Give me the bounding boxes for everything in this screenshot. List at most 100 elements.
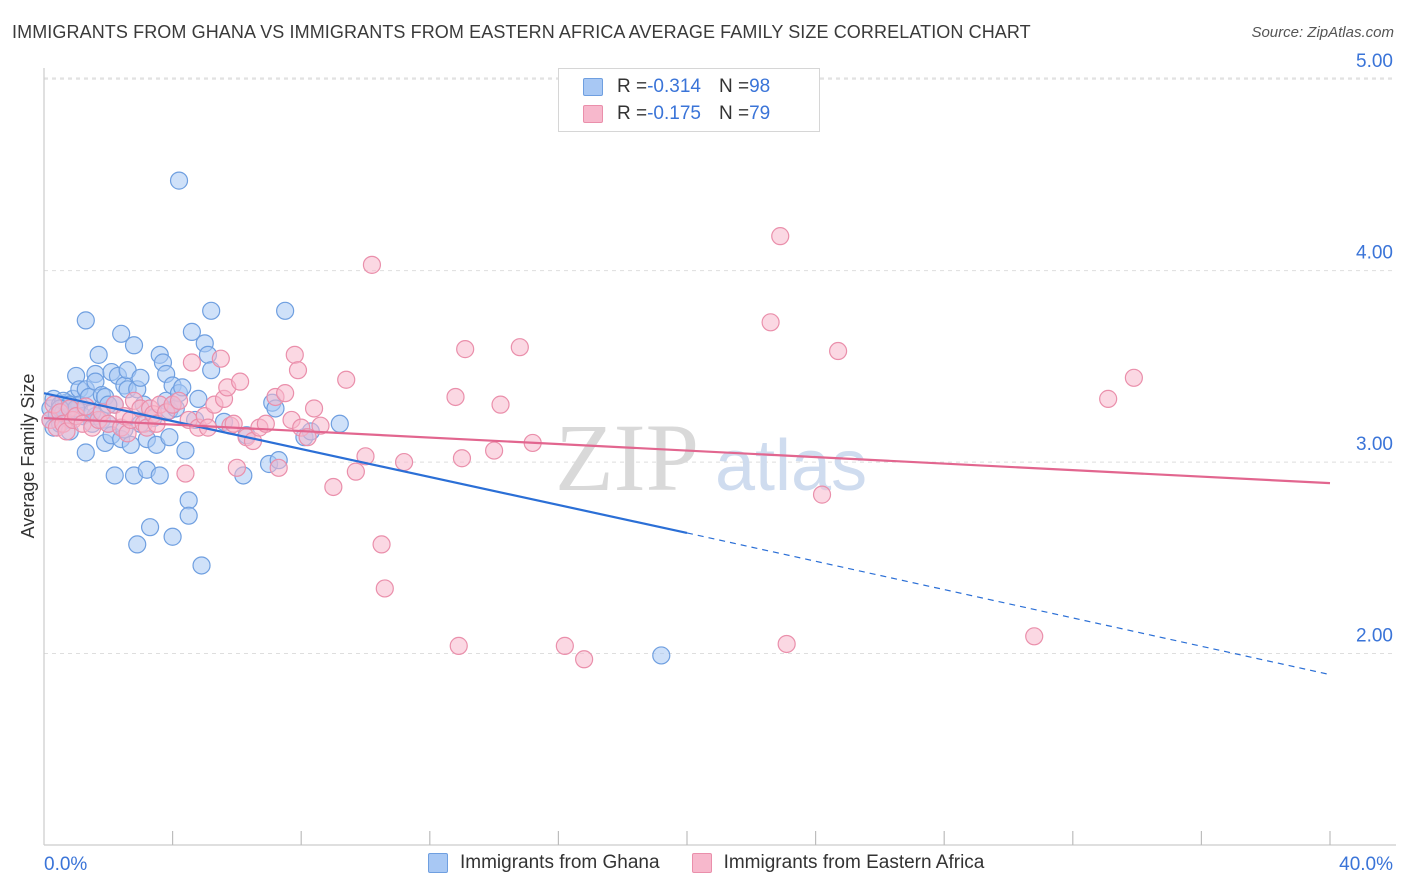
legend-n-value-ghana: 98 <box>749 76 771 97</box>
series-legend-eastern-africa[interactable]: Immigrants from Eastern Africa <box>691 852 985 874</box>
series-swatch-eastern-africa <box>691 853 712 873</box>
points-layer <box>41 171 1143 669</box>
ghana-point <box>176 441 195 460</box>
eastern-africa-point <box>176 464 195 483</box>
series-legend-ghana[interactable]: Immigrants from Ghana <box>428 852 660 874</box>
legend-n-label: N = <box>718 76 750 97</box>
eastern-africa-point <box>456 340 475 359</box>
series-label-eastern-africa: Immigrants from Eastern Africa <box>723 852 985 873</box>
eastern-africa-point <box>356 447 375 466</box>
series-swatch-ghana <box>428 853 448 873</box>
trend-layer <box>43 392 1331 676</box>
ghana-point <box>179 491 198 510</box>
legend-r-value-ghana: -0.314 <box>647 76 701 97</box>
eastern-africa-point <box>372 535 391 554</box>
legend-r-label: R = <box>617 103 648 124</box>
watermark: ZIP atlas <box>555 404 867 511</box>
eastern-africa-point <box>1025 627 1044 646</box>
eastern-africa-point <box>446 387 465 407</box>
series-label-ghana: Immigrants from Ghana <box>460 852 660 873</box>
eastern-africa-point <box>1124 368 1143 387</box>
ghana-point <box>330 414 349 433</box>
y-tick-label: 4.00 <box>1356 243 1393 264</box>
ghana-point <box>202 301 221 320</box>
axis-layer: 2.00 3.00 4.00 5.00 0.0% 40.0% <box>43 51 1396 875</box>
eastern-africa-point <box>169 391 189 410</box>
watermark-zip: ZIP <box>555 404 699 511</box>
eastern-africa-point <box>288 361 308 380</box>
legend-swatch-eastern-africa <box>583 105 603 123</box>
x-tick-label: 0.0% <box>44 854 87 875</box>
source-label: Source: ZipAtlas.com <box>1251 24 1394 41</box>
ghana-point <box>189 389 208 408</box>
eastern-africa-point <box>337 370 356 389</box>
ghana-point <box>150 466 169 485</box>
eastern-africa-point <box>812 485 832 504</box>
legend-r-label: R = <box>617 76 648 97</box>
eastern-africa-point <box>304 399 324 418</box>
ghana-point <box>105 466 124 485</box>
eastern-africa-point <box>269 458 288 477</box>
ghana-point <box>140 518 160 537</box>
eastern-africa-point <box>375 579 394 598</box>
eastern-africa-point <box>211 349 230 368</box>
x-tick-label: 40.0% <box>1339 854 1393 875</box>
eastern-africa-point <box>224 414 243 433</box>
y-tick-label: 2.00 <box>1356 626 1393 647</box>
ghana-point <box>160 428 179 447</box>
eastern-africa-point <box>510 338 529 357</box>
watermark-atlas: atlas <box>715 426 867 506</box>
eastern-africa-point <box>771 227 790 246</box>
eastern-africa-point <box>575 650 594 669</box>
chart-title: IMMIGRANTS FROM GHANA VS IMMIGRANTS FROM… <box>12 22 1031 42</box>
correlation-legend: R = -0.314 N = 98 R = -0.175 N = 79 <box>558 68 820 132</box>
ghana-point <box>652 646 671 665</box>
eastern-africa-point <box>182 353 201 372</box>
eastern-africa-point <box>761 313 780 332</box>
eastern-africa-point <box>829 341 848 361</box>
eastern-africa-point <box>311 416 330 435</box>
legend-n-label: N = <box>718 103 750 124</box>
eastern-africa-point <box>285 345 304 364</box>
eastern-africa-point <box>1099 389 1118 408</box>
eastern-africa-point <box>362 255 382 274</box>
legend-row-eastern-africa: R = -0.175 N = 79 <box>583 103 770 125</box>
eastern-africa-point <box>324 477 343 497</box>
eastern-africa-trend-line <box>43 416 1331 485</box>
ghana-point <box>76 311 95 330</box>
y-axis-label: Average Family Size <box>18 374 38 539</box>
ghana-point <box>169 171 189 190</box>
legend-r-value-eastern-africa: -0.175 <box>647 103 701 124</box>
ghana-point <box>276 301 295 320</box>
ghana-point <box>124 336 144 355</box>
eastern-africa-point <box>346 462 365 481</box>
grid-layer <box>44 77 1396 655</box>
legend-n-value-eastern-africa: 79 <box>749 103 771 124</box>
eastern-africa-point <box>485 441 504 460</box>
legend-swatch-ghana <box>583 78 603 96</box>
ghana-point <box>128 535 147 554</box>
eastern-africa-point <box>298 428 317 447</box>
eastern-africa-point <box>491 395 510 414</box>
series-legend: Immigrants from Ghana Immigrants from Ea… <box>428 852 1016 874</box>
y-tick-label: 5.00 <box>1356 51 1393 72</box>
ghana-trend-line <box>43 392 688 534</box>
ghana-point <box>89 345 108 364</box>
ghana-point <box>163 527 182 546</box>
ghana-point <box>76 443 95 462</box>
eastern-africa-point <box>276 384 295 403</box>
ghana-point <box>179 506 198 525</box>
legend-row-ghana: R = -0.314 N = 98 <box>583 76 770 98</box>
eastern-africa-point <box>449 636 468 655</box>
eastern-africa-point <box>231 372 250 391</box>
eastern-africa-point <box>227 458 246 477</box>
ghana-point <box>131 368 150 387</box>
y-tick-label: 3.00 <box>1356 434 1393 455</box>
eastern-africa-point <box>777 634 796 654</box>
eastern-africa-point <box>555 636 574 655</box>
ghana-point <box>112 324 131 343</box>
eastern-africa-point <box>452 449 472 468</box>
eastern-africa-point <box>394 452 414 472</box>
ghana-point <box>182 322 201 341</box>
